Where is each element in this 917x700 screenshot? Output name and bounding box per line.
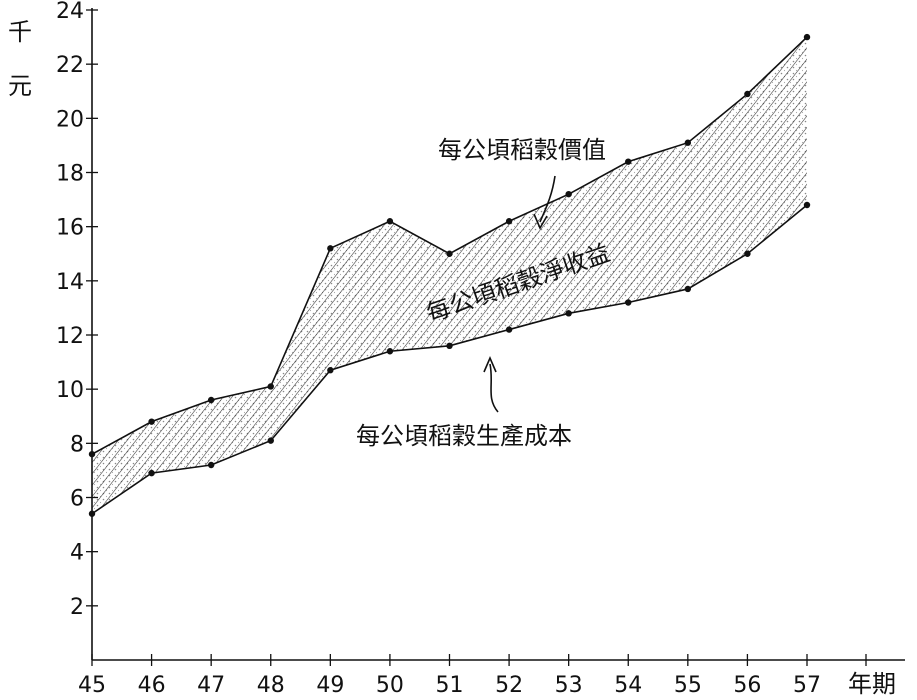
x-tick-label-51: 51 — [436, 673, 464, 698]
data-point-value-54 — [625, 158, 632, 165]
net-income-hatch — [92, 37, 807, 514]
y-tick-label-14: 14 — [56, 270, 84, 295]
x-axis-ticks: 45 46 47 48 49 50 51 52 53 54 55 56 57 — [78, 654, 867, 698]
x-tick-label-49: 49 — [316, 673, 344, 698]
data-point-cost-50 — [386, 348, 394, 355]
y-tick-label-4: 4 — [70, 541, 84, 566]
annotation-cost-label: 每公頃稻穀生產成本 — [356, 422, 572, 450]
net-income-band — [92, 37, 807, 514]
y-tick-label-18: 18 — [56, 162, 84, 187]
data-point-value-53 — [565, 190, 572, 198]
data-point-cost-48 — [267, 437, 274, 444]
data-point-cost-53 — [565, 310, 572, 317]
annotation-value-arrowhead — [533, 213, 548, 230]
x-tick-label-52: 52 — [495, 673, 523, 698]
x-axis-label: 年期 — [848, 670, 896, 698]
x-tick-label-54: 54 — [614, 673, 642, 698]
x-tick-label-47: 47 — [197, 673, 225, 698]
data-point-value-57 — [803, 33, 811, 41]
data-point-cost-49 — [327, 367, 334, 374]
data-point-cost-46 — [148, 469, 155, 477]
y-tick-label-10: 10 — [56, 378, 84, 403]
data-point-value-46 — [148, 418, 155, 425]
y-tick-label-20: 20 — [56, 107, 84, 132]
y-tick-label-6: 6 — [70, 487, 84, 512]
x-tick-label-45: 45 — [78, 673, 106, 698]
data-point-value-47 — [207, 396, 215, 404]
annotation-cost-arrowhead — [483, 355, 497, 373]
y-tick-label-22: 22 — [56, 53, 84, 78]
y-tick-label-16: 16 — [56, 216, 84, 241]
y-tick-label-8: 8 — [70, 432, 84, 457]
annotation-value-label: 每公頃稻穀價值 — [438, 136, 606, 164]
data-point-cost-55 — [684, 285, 692, 293]
data-point-cost-45 — [88, 510, 96, 517]
series-points — [88, 33, 811, 517]
data-point-cost-52 — [505, 326, 513, 333]
data-point-cost-57 — [803, 201, 811, 209]
y-unit-label-thousand: 千 — [8, 18, 32, 46]
annotation-cost: 每公頃稻穀生產成本 — [356, 355, 572, 450]
data-point-cost-54 — [625, 299, 632, 306]
data-point-cost-56 — [744, 250, 751, 257]
data-point-value-49 — [327, 245, 334, 252]
data-point-cost-47 — [207, 461, 215, 469]
data-point-value-56 — [744, 90, 751, 98]
x-tick-label-50: 50 — [376, 673, 404, 698]
x-tick-label-48: 48 — [257, 673, 285, 698]
annotation-value-arrow — [539, 175, 556, 223]
x-tick-label-46: 46 — [138, 673, 166, 698]
x-tick-label-55: 55 — [674, 673, 702, 698]
data-point-cost-51 — [446, 342, 453, 350]
x-tick-label-53: 53 — [555, 673, 583, 698]
annotation-value: 每公頃稻穀價值 — [438, 136, 606, 230]
y-tick-label-24: 24 — [56, 0, 84, 24]
data-point-value-55 — [684, 139, 692, 146]
data-point-value-50 — [386, 218, 394, 225]
y-unit-label-yuan: 元 — [8, 72, 32, 100]
data-point-value-45 — [88, 450, 96, 458]
x-tick-label-57: 57 — [793, 673, 821, 698]
data-point-value-51 — [446, 250, 453, 257]
y-tick-label-12: 12 — [56, 324, 84, 349]
annotation-cost-arrow — [489, 363, 499, 413]
data-point-value-48 — [267, 383, 274, 390]
x-tick-label-56: 56 — [733, 673, 761, 698]
y-tick-label-2: 2 — [70, 595, 84, 620]
data-point-value-52 — [505, 218, 513, 225]
